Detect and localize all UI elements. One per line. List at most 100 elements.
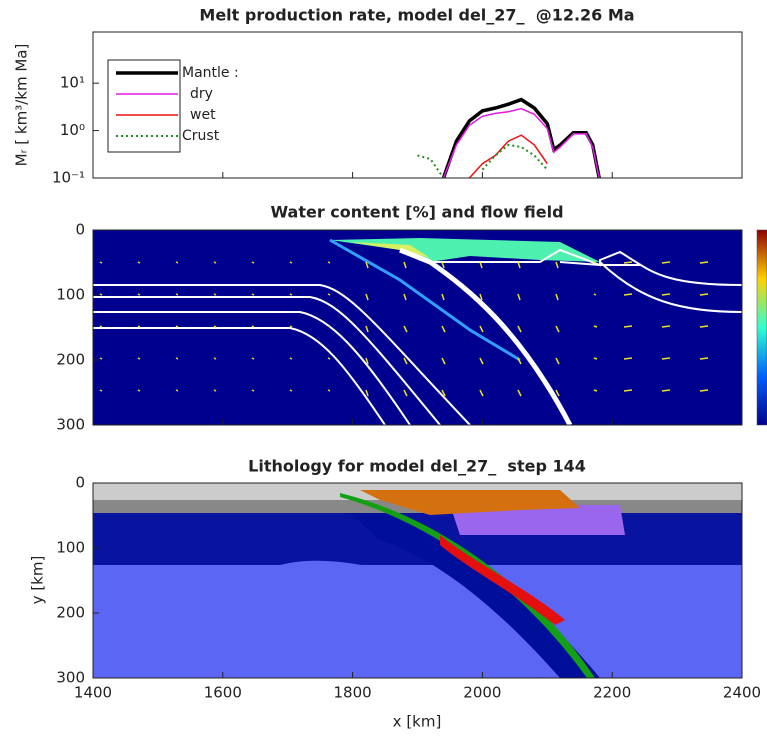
legend-label: dry	[190, 86, 213, 102]
flow-arrow	[623, 293, 633, 296]
legend-label: wet	[190, 107, 216, 123]
flow-arrow	[699, 357, 709, 360]
flow-arrow	[175, 389, 179, 392]
flow-arrow	[441, 293, 445, 301]
flow-arrow	[479, 357, 484, 365]
y-tick-label: 10¹	[60, 74, 85, 92]
water-image	[93, 229, 767, 427]
y-tick-label: 100	[56, 539, 85, 557]
flow-arrow	[137, 261, 141, 264]
chart-title: Water content [%] and flow field	[270, 203, 563, 222]
flow-arrow	[403, 389, 408, 397]
lithology-image	[93, 483, 742, 678]
flow-arrow	[327, 293, 331, 296]
flow-arrow	[175, 261, 179, 264]
y-tick-label: 0	[75, 221, 85, 239]
series-line	[442, 107, 600, 179]
flow-arrow	[327, 357, 331, 360]
legend-label: Crust	[182, 128, 220, 144]
flow-arrow	[593, 357, 598, 360]
flow-arrow	[555, 293, 559, 301]
series-line	[441, 97, 601, 179]
flow-arrow	[517, 293, 521, 301]
y-tick-label: 200	[56, 351, 85, 369]
flow-arrow	[251, 293, 255, 296]
flow-arrow	[251, 357, 255, 360]
flow-arrow	[555, 389, 560, 397]
x-tick-label: 1600	[204, 684, 242, 702]
chart-title: Melt production rate, model del_27_ @12.…	[199, 6, 634, 25]
flow-arrow	[479, 389, 484, 397]
flow-arrow	[289, 293, 293, 296]
flow-arrow	[99, 357, 103, 360]
flow-arrow	[623, 325, 633, 328]
flow-arrow	[441, 325, 446, 333]
series-line	[468, 134, 548, 179]
flow-arrow	[593, 261, 597, 264]
flow-arrow	[403, 261, 407, 269]
x-tick-label: 2200	[593, 684, 631, 702]
flow-arrow	[99, 389, 103, 392]
flow-arrow	[623, 261, 633, 264]
y-tick-label: 0	[75, 474, 85, 492]
flow-arrow	[555, 261, 559, 269]
flow-arrow	[137, 293, 141, 296]
flow-arrow	[365, 261, 369, 269]
flow-arrow	[137, 325, 141, 328]
flow-arrow	[327, 325, 331, 328]
flow-arrow	[251, 261, 255, 264]
flow-arrow	[593, 325, 598, 328]
y-tick-label: 10⁻¹	[52, 169, 85, 187]
flow-arrow	[365, 293, 369, 301]
flow-arrow	[289, 325, 293, 328]
flow-arrow	[517, 325, 522, 333]
flow-arrow	[441, 389, 446, 397]
flow-arrow	[661, 389, 671, 392]
flow-arrow	[213, 357, 217, 360]
flow-arrow	[517, 389, 522, 397]
flow-arrow	[403, 293, 407, 301]
flow-arrow	[555, 357, 560, 365]
y-tick-label: 200	[56, 604, 85, 622]
flow-arrow	[479, 325, 484, 333]
flow-arrow	[251, 325, 255, 328]
y-tick-label: 100	[56, 286, 85, 304]
plot-frame	[92, 229, 743, 426]
flow-arrow	[213, 293, 217, 296]
flow-arrow	[661, 261, 671, 264]
flow-arrow	[661, 293, 671, 296]
flow-arrow	[661, 325, 671, 328]
flow-arrow	[441, 261, 445, 269]
flow-arrow	[623, 357, 633, 360]
flow-arrow	[213, 325, 217, 328]
flow-arrow	[699, 389, 709, 392]
x-tick-label: 1400	[74, 684, 112, 702]
chart-title: Lithology for model del_27_ step 144	[248, 457, 586, 476]
x-axis-label: x [km]	[393, 713, 442, 731]
legend-label: Mantle :	[182, 65, 239, 81]
flow-arrow	[365, 389, 369, 397]
series-line	[417, 143, 549, 179]
x-tick-label: 2400	[723, 684, 761, 702]
flow-arrow	[213, 261, 217, 264]
flow-arrow	[593, 293, 597, 296]
flow-arrow	[327, 261, 331, 264]
y-axis-label: y [km]	[29, 556, 47, 605]
flow-arrow	[99, 293, 103, 296]
flow-arrow	[699, 325, 709, 328]
y-axis-label: Mᵣ [ km³/km Ma]	[13, 44, 31, 167]
flow-arrow	[289, 261, 293, 264]
flow-arrow	[623, 389, 633, 392]
flow-arrow	[441, 357, 446, 365]
flow-arrow	[517, 357, 522, 365]
flow-arrow	[593, 389, 598, 392]
x-tick-label: 1800	[334, 684, 372, 702]
y-tick-label: 300	[56, 669, 85, 687]
flow-arrow	[289, 389, 293, 392]
flow-arrow	[479, 261, 483, 269]
flow-arrow	[175, 293, 179, 296]
plot-frame	[92, 482, 743, 679]
flow-arrow	[213, 389, 217, 392]
flow-arrow	[479, 293, 483, 301]
